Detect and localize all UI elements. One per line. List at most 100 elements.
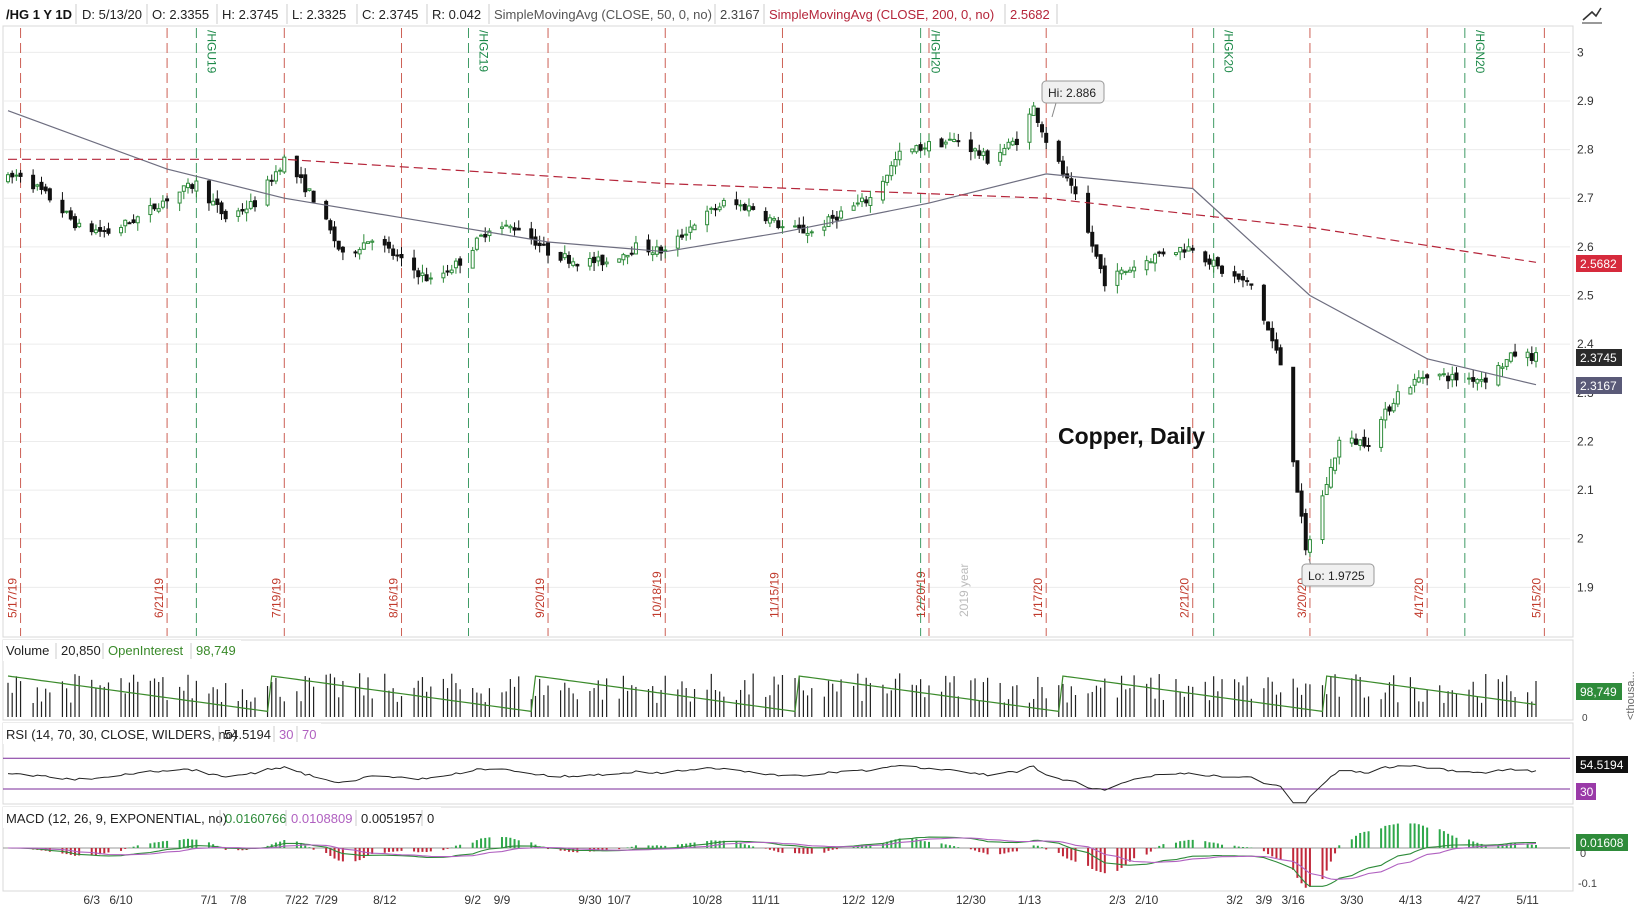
candle-body	[1220, 265, 1225, 274]
candle-body	[956, 140, 961, 143]
candle-body	[746, 205, 751, 212]
sma200-study-label[interactable]: SimpleMovingAvg (CLOSE, 200, 0, no)	[769, 7, 994, 22]
candle-body	[453, 260, 458, 269]
candle-body	[1328, 466, 1333, 488]
macd-value: 0.0160766	[225, 811, 286, 826]
time-axis-label: 12/30	[956, 893, 986, 907]
candle-body	[968, 139, 973, 153]
candle-body	[504, 224, 509, 227]
time-axis-label: 4/13	[1399, 893, 1423, 907]
candle-body	[1157, 251, 1162, 254]
candle-body	[499, 226, 504, 229]
candle-body	[533, 236, 538, 246]
svg-text:30: 30	[1580, 785, 1594, 799]
macd-zero-tick: 0	[1580, 848, 1586, 860]
rsi-panel-frame	[2, 722, 1574, 805]
rsi-value-badge: 54.5194	[1576, 756, 1628, 773]
candle-body	[1245, 280, 1250, 283]
candle-body	[1161, 251, 1166, 255]
price-tick-label: 2.4	[1577, 337, 1594, 351]
price-tick-label: 2	[1577, 532, 1584, 546]
candle-body	[1450, 373, 1455, 381]
time-axis-label: 10/28	[692, 893, 722, 907]
candle-body	[1031, 105, 1036, 116]
expiration-date-label: 4/17/20	[1412, 578, 1426, 618]
rsi-series-line	[7, 764, 1537, 804]
candle-body	[479, 234, 484, 237]
candle-body	[1508, 352, 1513, 362]
expiration-date-label: 5/17/19	[6, 578, 20, 618]
candle-body	[705, 210, 710, 226]
svg-text:2.3167: 2.3167	[1580, 379, 1617, 393]
candle-body	[223, 210, 228, 220]
candle-body	[89, 223, 94, 233]
candle-body	[1127, 269, 1132, 273]
time-axis-label: 4/27	[1457, 893, 1481, 907]
candle-body	[1500, 366, 1505, 369]
candle-body	[127, 222, 132, 225]
candle-body	[303, 174, 308, 193]
sma50-study-label[interactable]: SimpleMovingAvg (CLOSE, 50, 0, no)	[494, 7, 712, 22]
candle-body	[600, 254, 605, 266]
symbol-label[interactable]: /HG 1 Y 1D	[6, 7, 72, 22]
candle-body	[43, 186, 48, 192]
candle-body	[72, 216, 77, 229]
candlesticks[interactable]	[6, 101, 1538, 557]
candle-body	[977, 150, 982, 156]
candle-body	[922, 147, 927, 150]
candle-body	[1534, 352, 1538, 362]
candle-body	[1090, 231, 1095, 247]
time-axis-label: 7/1	[201, 893, 218, 907]
candle-body	[160, 200, 165, 208]
candle-body	[1525, 351, 1530, 359]
lo-callout: Lo: 1.9725	[1301, 558, 1375, 587]
candle-body	[650, 252, 655, 256]
candle-body	[1479, 379, 1484, 382]
candle-body	[1044, 132, 1049, 143]
candle-body	[717, 206, 722, 211]
candle-body	[1513, 351, 1518, 357]
candle-body	[119, 226, 124, 234]
candle-body	[6, 174, 10, 183]
candle-body	[1324, 483, 1329, 496]
candle-body	[512, 227, 517, 231]
drawing-tool-icon[interactable]	[1578, 3, 1602, 25]
price-tick-label: 2.1	[1577, 483, 1594, 497]
expiration-date-label: 6/21/19	[152, 578, 166, 618]
hi-callout: Hi: 2.886	[1041, 80, 1105, 118]
candle-body	[1416, 377, 1421, 383]
candle-body	[353, 251, 358, 254]
candle-body	[211, 200, 216, 206]
candle-body	[587, 257, 592, 267]
candle-body	[985, 150, 990, 164]
candle-body	[1006, 141, 1011, 149]
macd-label: MACD (12, 26, 9, EXPONENTIAL, no)	[6, 811, 227, 826]
expiration-date-label: 7/19/19	[269, 578, 283, 618]
candle-body	[1069, 178, 1074, 186]
candle-body	[1261, 284, 1266, 321]
expiration-date-label: 9/20/19	[533, 578, 547, 618]
time-axis-label: 7/22	[285, 893, 309, 907]
candle-body	[165, 198, 170, 202]
price-axis: 32.92.82.72.62.52.42.32.22.121.9	[1577, 45, 1594, 594]
candle-body	[240, 208, 245, 212]
candle-body	[830, 214, 835, 219]
candle-body	[541, 243, 546, 246]
candle-body	[537, 242, 542, 247]
candle-body	[1307, 539, 1312, 553]
candle-body	[981, 151, 986, 156]
candle-body	[60, 199, 65, 214]
candle-body	[294, 155, 299, 178]
candle-body	[1387, 406, 1392, 412]
price-tick-label: 2.9	[1577, 94, 1594, 108]
rsi-line	[3, 757, 1570, 804]
candle-body	[1027, 113, 1032, 143]
candle-body	[516, 227, 521, 231]
candle-body	[621, 254, 626, 261]
candle-body	[663, 249, 668, 252]
candle-body	[382, 239, 387, 246]
candle-body	[1320, 495, 1325, 541]
volume-label: Volume	[6, 643, 49, 658]
candle-body	[734, 199, 739, 206]
